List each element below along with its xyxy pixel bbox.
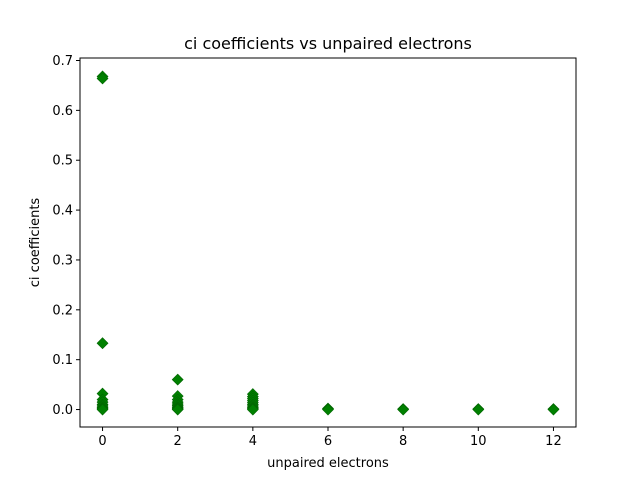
y-tick-label-1: 0.1 [52,353,73,368]
plot-frame [79,57,577,428]
y-tick-label-2: 0.2 [52,303,73,318]
x-tick-label-3: 6 [324,434,332,449]
data-point-11 [171,373,184,386]
chart-title: ci coefficients vs unpaired electrons [184,34,472,53]
y-axis-ticks: 0.0 0.1 0.2 0.3 0.4 0.5 0.6 0.7 [52,54,80,418]
y-tick-label-7: 0.7 [52,54,73,69]
data-point-33 [322,403,334,416]
x-axis-ticks: 0 2 4 6 8 10 12 [98,427,562,449]
y-tick-label-5: 0.5 [52,154,73,169]
data-point-30 [246,403,259,416]
data-point-2 [96,337,109,350]
x-tick-label-2: 4 [249,434,257,449]
x-tick-label-4: 8 [399,434,407,449]
data-point-35 [397,403,410,416]
data-point-39 [547,403,560,416]
data-point-10 [96,403,109,416]
y-tick-label-6: 0.6 [52,104,73,119]
data-point-1 [96,72,109,85]
y-tick-label-4: 0.4 [52,204,73,219]
data-point-20 [171,403,184,416]
x-tick-label-5: 10 [470,434,487,449]
data-point-37 [472,403,485,416]
data-points [96,70,560,416]
x-tick-label-6: 12 [545,434,562,449]
y-tick-label-3: 0.3 [52,253,73,268]
y-tick-label-0: 0.0 [52,403,73,418]
x-tick-label-0: 0 [98,434,106,449]
x-axis-label: unpaired electrons [267,456,389,471]
x-tick-label-1: 2 [174,434,182,449]
y-axis-label: ci coefficients [28,198,43,288]
